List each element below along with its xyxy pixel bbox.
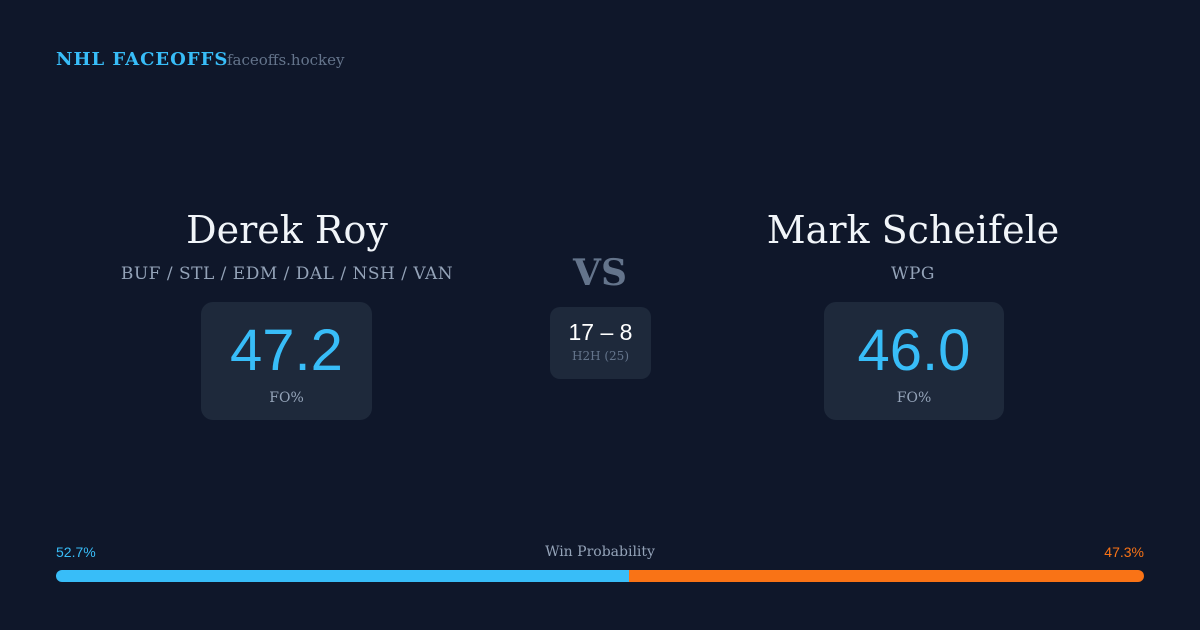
right-player-teams: WPG bbox=[891, 264, 935, 284]
right-win-segment bbox=[629, 570, 1144, 582]
left-fo-value: 47.2 bbox=[230, 318, 343, 383]
h2h-label: H2H (25) bbox=[571, 349, 629, 363]
right-fo-label: FO% bbox=[896, 390, 932, 406]
right-fo-value: 46.0 bbox=[857, 318, 971, 383]
left-win-pct: 52.7% bbox=[56, 544, 96, 560]
right-player-name: Mark Scheifele bbox=[766, 208, 1060, 252]
left-player-name: Derek Roy bbox=[186, 208, 388, 252]
left-fo-label: FO% bbox=[269, 390, 304, 406]
vs-label: VS bbox=[573, 252, 627, 294]
site-url: faceoffs.hockey bbox=[227, 51, 345, 69]
left-player-teams: BUF / STL / EDM / DAL / NSH / VAN bbox=[120, 264, 454, 284]
right-win-pct: 47.3% bbox=[1104, 544, 1144, 560]
h2h-score: 17 – 8 bbox=[568, 319, 633, 345]
left-win-segment bbox=[56, 570, 630, 582]
right-fo-card: 46.0 FO% bbox=[824, 302, 1004, 420]
h2h-card: 17 – 8 H2H (25) bbox=[550, 307, 651, 379]
win-probability-bar bbox=[56, 570, 1144, 582]
left-fo-card: 47.2 FO% bbox=[201, 302, 372, 420]
win-probability-title: Win Probability bbox=[545, 544, 655, 560]
brand-title: NHL FACEOFFS bbox=[56, 49, 229, 70]
